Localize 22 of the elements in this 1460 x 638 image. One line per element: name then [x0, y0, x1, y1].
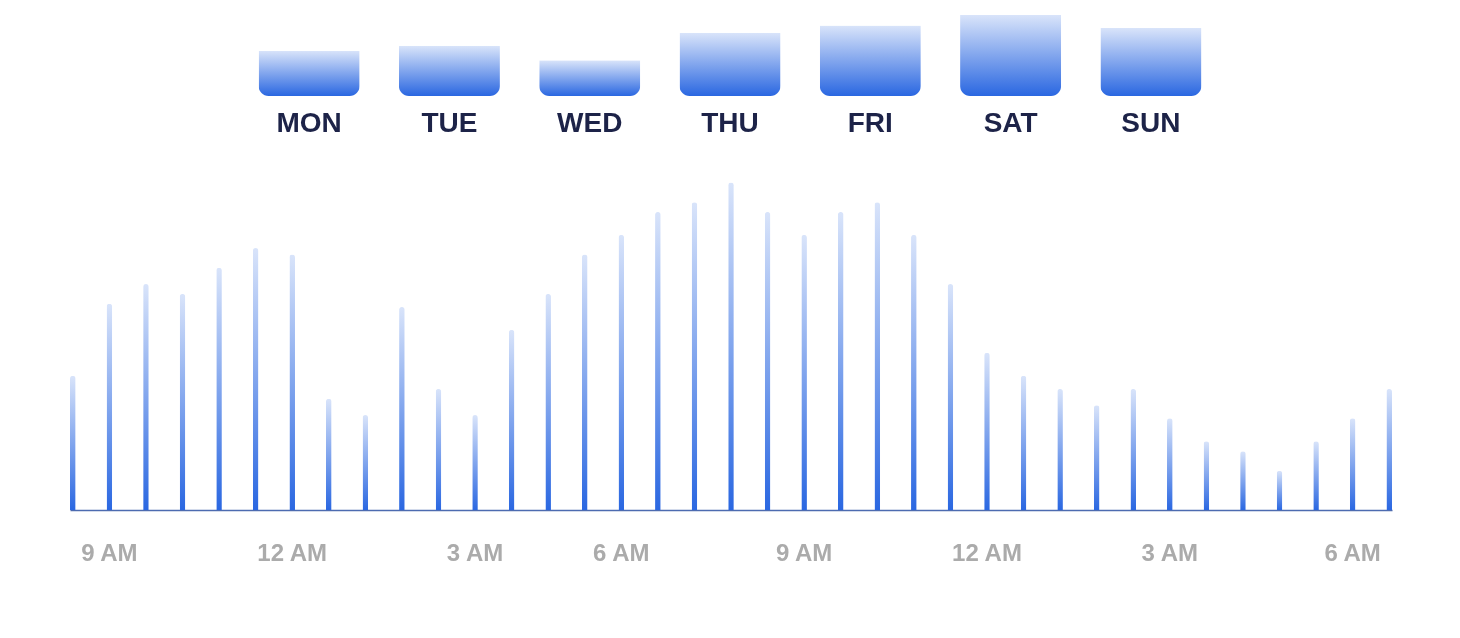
bar — [398, 45, 500, 96]
x-tick-label: 12 AM — [257, 538, 328, 566]
x-tick-label: 12 AM — [952, 538, 1022, 566]
x-tick-label: 6 AM — [1324, 538, 1381, 566]
x-tick-label: 3 AM — [446, 538, 504, 566]
bar — [539, 60, 641, 96]
x-tick-label: 3 AM — [1141, 538, 1199, 566]
bar — [819, 25, 921, 96]
x-tick-label: THU — [701, 106, 759, 138]
x-tick-label: MON — [276, 106, 342, 138]
bar — [679, 32, 781, 96]
bar — [1100, 27, 1202, 96]
x-tick-label: 9 AM — [81, 538, 138, 566]
x-tick-label: SUN — [1121, 106, 1181, 138]
x-tick-label: 9 AM — [775, 538, 833, 566]
x-tick-label: WED — [557, 106, 623, 138]
x-tick-label: TUE — [421, 106, 478, 138]
bar — [258, 50, 360, 96]
x-tick-label: FRI — [847, 106, 893, 138]
x-tick-label: SAT — [983, 106, 1038, 138]
x-tick-label: 6 AM — [593, 538, 650, 566]
bar — [960, 15, 1062, 96]
